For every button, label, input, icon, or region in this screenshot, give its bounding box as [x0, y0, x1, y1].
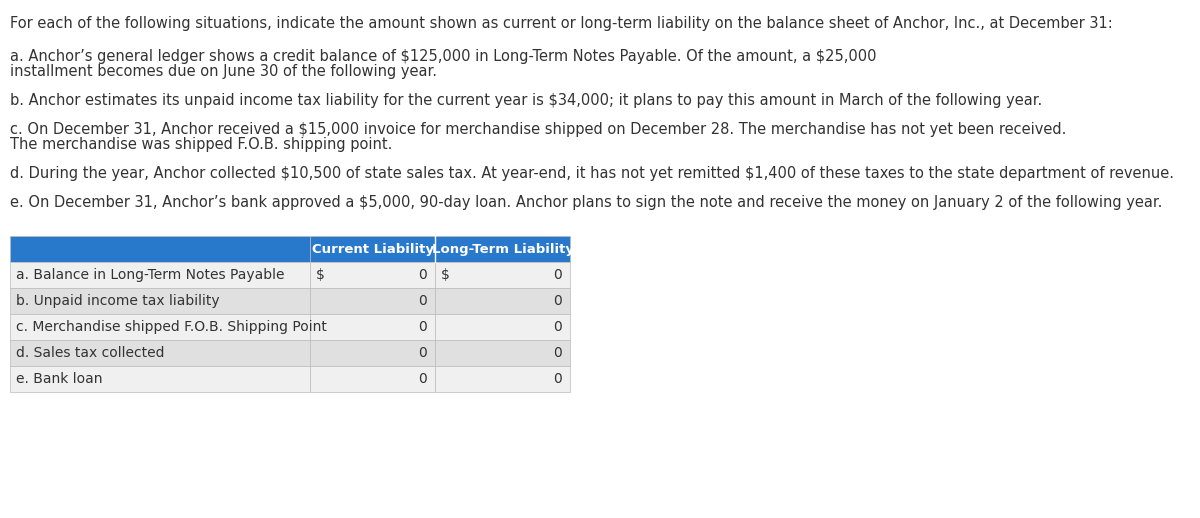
Bar	[436, 366, 570, 392]
Text: e. On December 31, Anchor’s bank approved a \$5,000, 90-day loan. Anchor plans t: e. On December 31, Anchor’s bank approve…	[10, 195, 1163, 210]
Text: 0: 0	[419, 294, 427, 308]
Text: d. During the year, Anchor collected \$10,500 of state sales tax. At year-end, i: d. During the year, Anchor collected \$1…	[10, 166, 1174, 181]
Text: 0: 0	[419, 268, 427, 282]
Bar	[310, 236, 436, 262]
Bar	[436, 314, 570, 340]
Text: For each of the following situations, indicate the amount shown as current or lo: For each of the following situations, in…	[10, 16, 1112, 31]
Bar	[310, 366, 436, 392]
Bar	[436, 340, 570, 366]
Bar	[10, 314, 310, 340]
Bar	[436, 236, 570, 262]
Text: 0: 0	[419, 372, 427, 386]
Text: 0: 0	[419, 320, 427, 334]
Text: 0: 0	[553, 320, 562, 334]
Text: installment becomes due on June 30 of the following year.: installment becomes due on June 30 of th…	[10, 64, 437, 79]
Bar	[310, 340, 436, 366]
Bar	[310, 262, 436, 288]
Bar	[310, 314, 436, 340]
Text: 0: 0	[553, 294, 562, 308]
Text: \$: \$	[442, 268, 450, 282]
Bar	[10, 288, 310, 314]
Bar	[310, 288, 436, 314]
Text: e. Bank loan: e. Bank loan	[16, 372, 102, 386]
Text: The merchandise was shipped F.O.B. shipping point.: The merchandise was shipped F.O.B. shipp…	[10, 137, 392, 152]
Bar	[10, 340, 310, 366]
Bar	[10, 236, 310, 262]
Text: \$: \$	[316, 268, 325, 282]
Bar	[436, 262, 570, 288]
Text: b. Anchor estimates its unpaid income tax liability for the current year is \$34: b. Anchor estimates its unpaid income ta…	[10, 93, 1043, 108]
Text: Current Liability: Current Liability	[312, 242, 433, 255]
Text: 0: 0	[553, 372, 562, 386]
Text: a. Balance in Long-Term Notes Payable: a. Balance in Long-Term Notes Payable	[16, 268, 284, 282]
Text: d. Sales tax collected: d. Sales tax collected	[16, 346, 164, 360]
Text: 0: 0	[419, 346, 427, 360]
Text: Long-Term Liability: Long-Term Liability	[432, 242, 574, 255]
Bar	[10, 366, 310, 392]
Bar	[436, 288, 570, 314]
Text: 0: 0	[553, 268, 562, 282]
Bar	[10, 262, 310, 288]
Text: a. Anchor’s general ledger shows a credit balance of \$125,000 in Long-Term Note: a. Anchor’s general ledger shows a credi…	[10, 49, 876, 64]
Text: b. Unpaid income tax liability: b. Unpaid income tax liability	[16, 294, 220, 308]
Text: 0: 0	[553, 346, 562, 360]
Text: c. Merchandise shipped F.O.B. Shipping Point: c. Merchandise shipped F.O.B. Shipping P…	[16, 320, 326, 334]
Text: c. On December 31, Anchor received a \$15,000 invoice for merchandise shipped on: c. On December 31, Anchor received a \$1…	[10, 122, 1067, 137]
